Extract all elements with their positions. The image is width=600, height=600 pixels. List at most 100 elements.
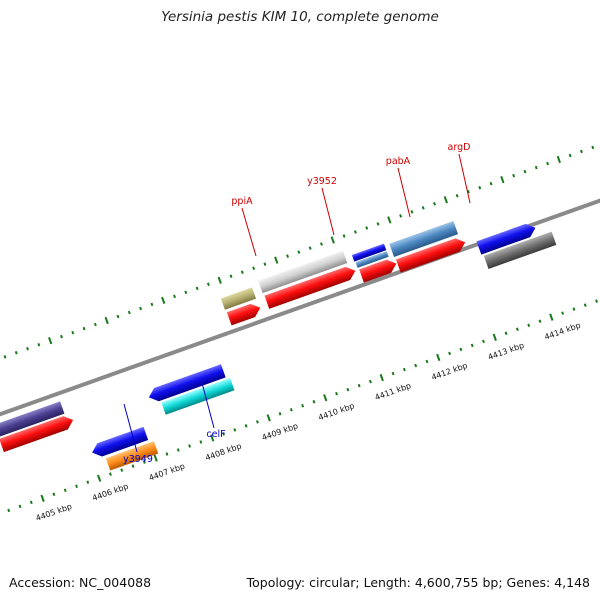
minor-tick xyxy=(52,492,56,497)
minor-tick xyxy=(523,169,527,174)
minor-tick xyxy=(346,387,350,392)
minor-tick xyxy=(289,408,293,412)
major-tick xyxy=(387,216,392,224)
major-tick xyxy=(492,333,497,341)
minor-tick xyxy=(37,342,41,347)
cds-track xyxy=(0,236,468,453)
gene-label-y3952[interactable]: y3952 xyxy=(307,176,337,187)
minor-tick xyxy=(60,334,63,339)
major-tick xyxy=(210,434,215,442)
reverse-gene-track xyxy=(90,231,557,471)
accession-text: Accession: NC_004088 xyxy=(9,575,152,590)
gene-label-celF[interactable]: celF xyxy=(206,429,225,440)
minor-tick xyxy=(127,310,131,315)
gene-feature[interactable] xyxy=(147,364,226,404)
major-tick xyxy=(40,494,45,502)
minor-tick xyxy=(3,355,7,359)
minor-tick xyxy=(478,185,482,190)
minor-tick xyxy=(482,339,485,344)
minor-tick xyxy=(572,307,576,311)
minor-tick xyxy=(312,399,316,404)
minor-tick xyxy=(263,262,267,266)
minor-tick xyxy=(286,254,290,258)
gene-feature-y3949[interactable] xyxy=(105,441,159,471)
minor-tick xyxy=(546,161,550,166)
gene-label-ppiA[interactable]: ppiA xyxy=(231,196,253,207)
gene-feature-celF[interactable] xyxy=(161,377,235,415)
major-tick xyxy=(500,176,505,184)
minor-tick xyxy=(297,250,301,254)
minor-tick xyxy=(116,314,120,319)
minor-tick xyxy=(222,432,225,436)
minor-tick xyxy=(421,206,425,210)
scale-label: 4407 kbp xyxy=(148,462,187,483)
minor-tick xyxy=(580,149,583,154)
minor-tick xyxy=(142,460,146,464)
gene-labels: ppiA y3952 pabA argD y3949 celF xyxy=(123,142,470,465)
major-tick xyxy=(323,394,328,402)
minor-tick xyxy=(63,488,67,493)
minor-tick xyxy=(255,420,259,424)
minor-tick xyxy=(512,173,516,178)
scale-label: 4414 kbp xyxy=(543,321,582,342)
minor-tick xyxy=(93,322,97,327)
minor-tick xyxy=(448,351,452,356)
gene-feature[interactable] xyxy=(476,221,538,255)
gene-label-argD[interactable]: argD xyxy=(448,142,471,153)
scale-track-top xyxy=(3,145,595,359)
gene-feature-y3952[interactable] xyxy=(258,250,348,294)
cds-feature[interactable] xyxy=(359,257,399,283)
major-tick xyxy=(443,196,448,204)
minor-tick xyxy=(188,444,192,448)
minor-tick xyxy=(184,290,188,295)
minor-tick xyxy=(86,480,90,484)
gene-feature[interactable] xyxy=(90,426,149,459)
map-title: Yersinia pestis KIM 10, complete genome xyxy=(161,9,439,25)
minor-tick xyxy=(75,484,78,489)
minor-tick xyxy=(342,234,346,238)
minor-tick xyxy=(26,346,30,351)
gene-label-y3949[interactable]: y3949 xyxy=(123,454,153,465)
minor-tick xyxy=(455,194,459,198)
minor-tick xyxy=(433,202,436,206)
cds-feature[interactable] xyxy=(0,413,75,453)
gene-feature[interactable] xyxy=(483,231,557,269)
minor-tick xyxy=(120,468,124,472)
minor-tick xyxy=(538,319,542,323)
major-tick xyxy=(266,414,271,422)
gene-feature-ppiA[interactable] xyxy=(220,287,257,310)
minor-tick xyxy=(7,508,11,513)
scale-label: 4411 kbp xyxy=(374,381,413,402)
gene-feature[interactable] xyxy=(0,401,65,438)
minor-tick xyxy=(365,226,369,230)
gene-feature[interactable] xyxy=(355,251,389,268)
minor-tick xyxy=(489,181,493,186)
gene-feature-argD[interactable] xyxy=(389,220,459,257)
minor-tick xyxy=(595,299,598,303)
minor-tick xyxy=(591,145,595,150)
minor-tick xyxy=(29,500,33,505)
major-tick xyxy=(104,316,109,325)
scale-label: 4412 kbp xyxy=(430,361,469,382)
major-tick xyxy=(48,337,53,345)
forward-gene-track xyxy=(0,220,538,438)
minor-tick xyxy=(402,367,406,372)
major-tick xyxy=(436,353,441,362)
minor-tick xyxy=(410,210,414,214)
cds-feature[interactable] xyxy=(395,236,468,273)
scale-labels: 4405 kbp 4406 kbp 4407 kbp 4408 kbp 4409 kbp… xyxy=(35,321,582,523)
minor-tick xyxy=(195,286,199,291)
cds-feature[interactable] xyxy=(226,301,263,326)
cds-feature[interactable] xyxy=(264,264,357,309)
minor-tick xyxy=(308,246,312,250)
scale-label: 4410 kbp xyxy=(317,401,356,422)
gene-feature-pabA[interactable] xyxy=(351,243,387,262)
minor-tick xyxy=(425,359,429,364)
minor-tick xyxy=(14,350,18,355)
minor-tick xyxy=(376,222,380,226)
genome-backbone xyxy=(0,177,600,436)
major-tick xyxy=(379,373,384,382)
gene-label-pabA[interactable]: pabA xyxy=(386,156,411,167)
minor-tick xyxy=(414,363,418,368)
